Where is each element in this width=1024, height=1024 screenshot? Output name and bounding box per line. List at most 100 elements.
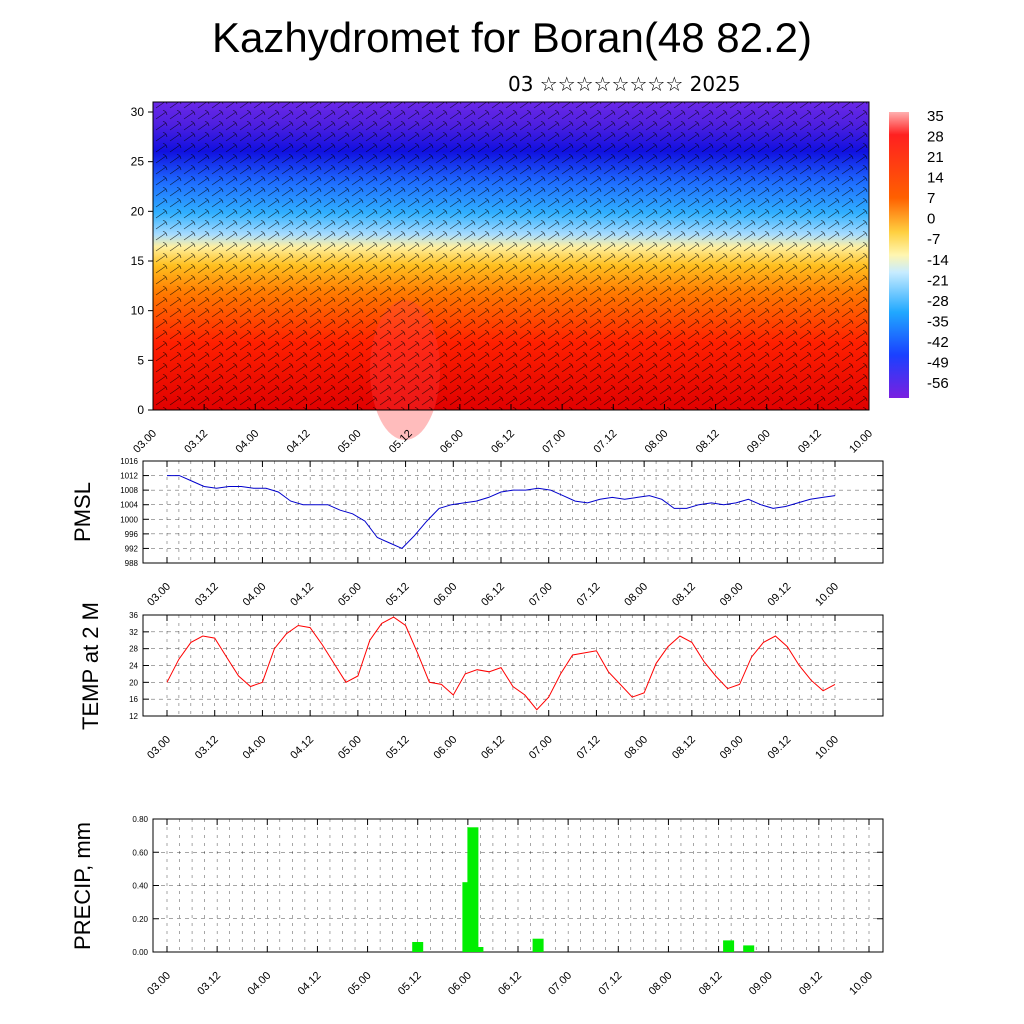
x-tick-label: 05.00 <box>336 581 364 609</box>
y-tick-label: 1000 <box>120 515 138 524</box>
x-tick-label: 03.00 <box>145 581 173 609</box>
colorbar-label: -42 <box>927 334 949 351</box>
y-tick-label: 32 <box>129 628 138 637</box>
y-tick-label: 0.80 <box>132 815 148 824</box>
y-tick-label: 0 <box>137 403 144 417</box>
precip-bar <box>532 938 544 952</box>
x-tick-label: 06.12 <box>496 970 524 998</box>
pmsl-panel: 988 992 996 1000 1004 1008 1012 1016 PMSL 03.00 03… <box>70 457 884 609</box>
y-tick-label: 5 <box>137 353 144 367</box>
y-tick-label: 25 <box>131 155 145 169</box>
y-tick-label: 1004 <box>120 501 138 510</box>
x-tick-label: 09.00 <box>718 581 746 609</box>
x-tick-label: 09.00 <box>747 970 775 998</box>
y-tick-label: 1016 <box>120 457 138 466</box>
x-tick-label: 04.12 <box>296 970 324 998</box>
x-tick-label: 03.12 <box>193 581 221 609</box>
y-tick-label: 15 <box>131 254 145 268</box>
x-tick-label: 04.12 <box>285 428 313 456</box>
y-axis-label: TEMP at 2 M <box>78 602 103 730</box>
colorbar-label: -14 <box>927 252 949 269</box>
x-tick-label: 04.00 <box>241 581 269 609</box>
y-tick-label: 20 <box>129 678 138 687</box>
colorbar-label: 7 <box>927 190 935 207</box>
x-tick-label: 07.12 <box>596 970 624 998</box>
x-tick-label: 06.12 <box>479 581 507 609</box>
x-tick-label: 09.12 <box>765 581 793 609</box>
x-tick-label: 04.00 <box>245 970 273 998</box>
x-tick-label: 06.00 <box>446 970 474 998</box>
x-tick-label: 05.00 <box>346 970 374 998</box>
precip-bar <box>723 940 735 952</box>
x-tick-label: 04.12 <box>288 581 316 609</box>
wind-barbs <box>153 102 869 410</box>
x-tick-label: 06.12 <box>489 428 517 456</box>
colorbar-label: -49 <box>927 354 949 371</box>
y-tick-label: 996 <box>125 530 139 539</box>
x-tick-label: 06.12 <box>479 734 507 762</box>
colorbar: 35 28 21 14 7 0 -7 -14 -21 -28 -35 -42 -49 -56 <box>889 108 949 398</box>
x-tick-label: 05.12 <box>384 581 412 609</box>
y-tick-label: 0.20 <box>132 915 148 924</box>
precip-bar <box>467 827 479 952</box>
page-subtitle: 03 ☆☆☆☆☆☆☆☆ 2025 <box>508 72 741 96</box>
colorbar-label: 0 <box>927 211 935 228</box>
x-tick-label: 06.00 <box>431 734 459 762</box>
x-tick-label: 05.12 <box>396 970 424 998</box>
x-tick-label: 08.00 <box>622 581 650 609</box>
y-tick-label: 10 <box>131 304 145 318</box>
colorbar-gradient <box>889 112 909 398</box>
x-tick-label: 10.00 <box>847 428 875 456</box>
y-tick-label: 0.40 <box>132 882 148 891</box>
colorbar-label: -35 <box>927 313 949 330</box>
y-tick-label: 20 <box>131 204 145 218</box>
colorbar-label: 28 <box>927 129 944 146</box>
colorbar-label: -56 <box>927 375 949 392</box>
precip-bar <box>412 942 424 952</box>
x-tick-label: 08.00 <box>643 428 671 456</box>
y-tick-label: 30 <box>131 105 145 119</box>
x-tick-label: 04.00 <box>241 734 269 762</box>
heatmap-panel: 0 5 10 15 20 25 30 03.00 03.12 04.00 04.12 05.00 0 5… <box>131 101 875 456</box>
x-tick-label: 07.00 <box>546 970 574 998</box>
x-tick-label: 08.12 <box>670 581 698 609</box>
y-tick-label: 28 <box>129 645 138 654</box>
colorbar-labels: 35 28 21 14 7 0 -7 -14 -21 -28 -35 -42 -49 -56 <box>927 108 949 392</box>
x-tick-label: 07.00 <box>527 734 555 762</box>
y-tick-label: 36 <box>129 611 138 620</box>
y-axis-label: PMSL <box>70 482 95 542</box>
precip-bar <box>472 947 484 952</box>
y-tick-label: 0.60 <box>132 848 148 857</box>
colorbar-label: 14 <box>927 170 944 187</box>
x-tick-label: 04.12 <box>288 734 316 762</box>
colorbar-label: -28 <box>927 293 949 310</box>
precip-bar <box>743 945 755 952</box>
x-tick-label: 09.00 <box>718 734 746 762</box>
y-tick-label: 16 <box>129 695 138 704</box>
x-tick-label: 05.00 <box>336 428 364 456</box>
y-tick-label: 24 <box>129 662 138 671</box>
x-tick-label: 09.12 <box>797 970 825 998</box>
x-tick-label: 08.12 <box>694 428 722 456</box>
x-tick-label: 05.12 <box>384 734 412 762</box>
x-tick-label: 07.12 <box>575 581 603 609</box>
x-tick-label: 10.00 <box>813 734 841 762</box>
colorbar-label: -21 <box>927 272 949 289</box>
heatmap-y-axis: 0 5 10 15 20 25 30 <box>131 105 153 417</box>
x-tick-label: 09.00 <box>745 428 773 456</box>
x-tick-label: 10.00 <box>813 581 841 609</box>
y-tick-label: 988 <box>125 559 139 568</box>
x-tick-label: 08.00 <box>647 970 675 998</box>
y-tick-label: 992 <box>125 544 139 553</box>
y-tick-label: 0.00 <box>132 948 148 957</box>
page-title: Kazhydromet for Boran(48 82.2) <box>212 14 812 61</box>
x-tick-label: 07.00 <box>540 428 568 456</box>
temp-line <box>166 616 836 711</box>
x-tick-label: 09.12 <box>796 428 824 456</box>
x-tick-label: 07.12 <box>591 428 619 456</box>
colorbar-label: 35 <box>927 108 944 125</box>
x-tick-label: 07.12 <box>575 734 603 762</box>
x-tick-label: 05.00 <box>336 734 364 762</box>
x-tick-label: 07.00 <box>527 581 555 609</box>
